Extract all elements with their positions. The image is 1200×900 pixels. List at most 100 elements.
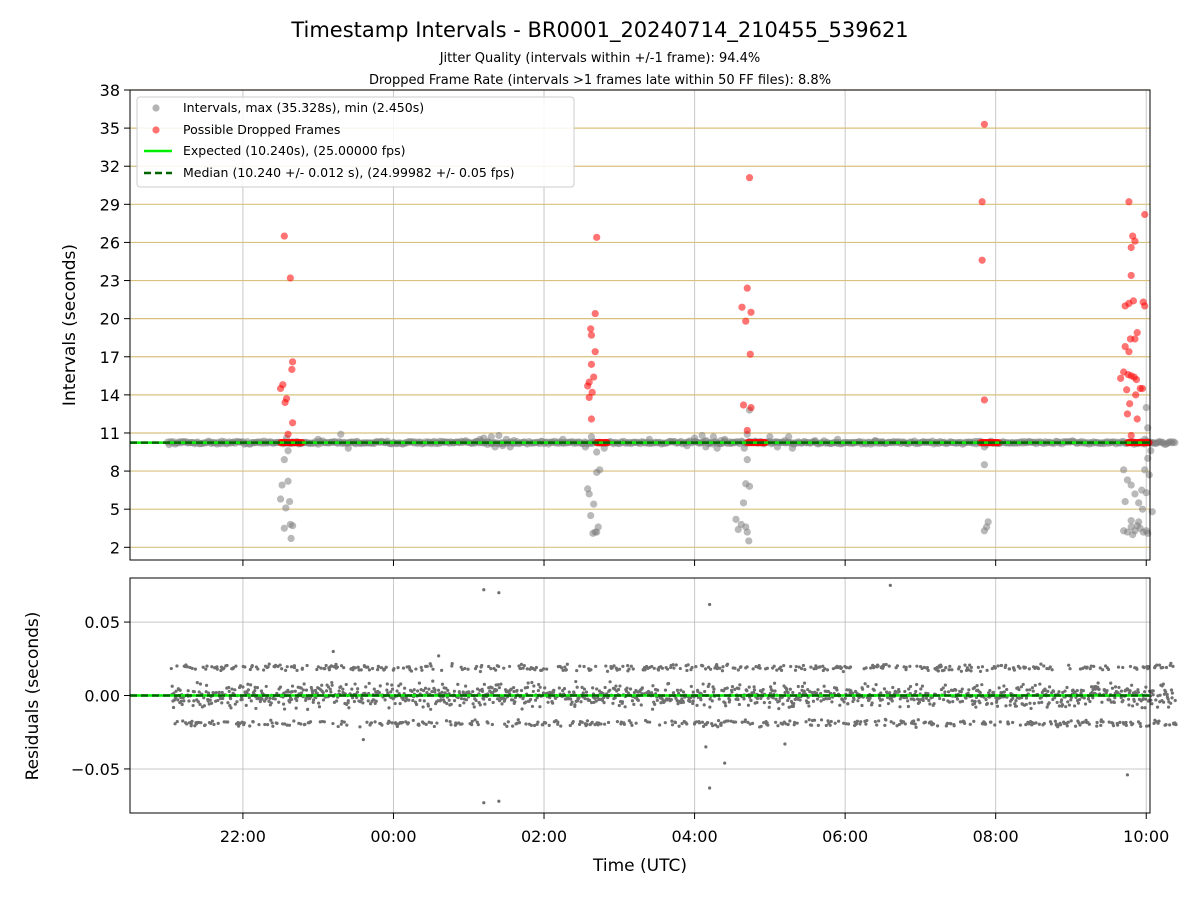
residual-point bbox=[475, 687, 480, 691]
residual-point bbox=[1164, 665, 1169, 670]
residual-point bbox=[346, 699, 350, 703]
residual-point bbox=[1119, 689, 1124, 693]
residual-point bbox=[416, 689, 420, 693]
residual-point bbox=[669, 698, 673, 702]
residual-point bbox=[543, 686, 547, 690]
residual-point bbox=[226, 720, 230, 724]
residual-point bbox=[512, 689, 516, 694]
dropped-frame-point bbox=[743, 426, 751, 435]
residual-point bbox=[689, 684, 693, 689]
residual-point bbox=[670, 723, 675, 727]
residual-point bbox=[699, 698, 703, 702]
residual-point bbox=[725, 662, 730, 666]
residual-point bbox=[440, 690, 444, 694]
dropped-frame-point bbox=[742, 317, 750, 325]
residual-point bbox=[509, 687, 513, 691]
residual-point bbox=[241, 685, 245, 689]
residual-point bbox=[1033, 683, 1037, 687]
residual-point bbox=[723, 761, 727, 765]
residual-point bbox=[883, 723, 887, 727]
interval-point bbox=[1138, 505, 1147, 513]
residual-point bbox=[419, 688, 423, 692]
residual-point bbox=[246, 688, 250, 692]
interval-point bbox=[740, 444, 748, 452]
legend-marker-dropped bbox=[152, 126, 160, 134]
residual-point bbox=[1165, 693, 1169, 697]
residual-point bbox=[601, 696, 606, 700]
residual-point bbox=[314, 695, 318, 700]
residual-point bbox=[173, 722, 177, 726]
residual-point bbox=[1013, 702, 1017, 706]
chart-subtitle-line-1: Jitter Quality (intervals within +/-1 fr… bbox=[439, 51, 761, 66]
interval-point bbox=[344, 444, 352, 452]
residual-point bbox=[1087, 722, 1091, 726]
residual-point bbox=[299, 722, 303, 726]
residual-point bbox=[709, 667, 713, 671]
residual-point bbox=[1020, 696, 1024, 700]
residual-point bbox=[515, 688, 519, 693]
residual-point bbox=[960, 699, 965, 703]
residual-point bbox=[1081, 689, 1085, 693]
residual-point bbox=[996, 664, 1000, 668]
residual-point bbox=[392, 667, 396, 671]
residual-point bbox=[568, 723, 572, 728]
residual-point bbox=[924, 696, 929, 700]
residual-point bbox=[432, 724, 436, 729]
residual-point bbox=[526, 681, 530, 685]
residual-point bbox=[536, 720, 540, 724]
residual-point bbox=[1036, 667, 1040, 671]
residual-point bbox=[1142, 665, 1146, 670]
residual-point bbox=[829, 719, 833, 724]
interval-point bbox=[980, 461, 988, 469]
residual-point bbox=[846, 702, 850, 706]
dropped-frame-point bbox=[584, 382, 592, 390]
residual-point bbox=[462, 701, 466, 705]
residual-point bbox=[1073, 724, 1078, 728]
residual-point bbox=[205, 664, 209, 668]
interval-point bbox=[280, 524, 288, 532]
residual-point bbox=[819, 699, 823, 703]
residual-point bbox=[1006, 722, 1011, 726]
residual-point bbox=[866, 684, 870, 688]
residual-point bbox=[611, 701, 615, 705]
residual-point bbox=[895, 664, 900, 668]
residual-point bbox=[639, 703, 643, 707]
residual-point bbox=[452, 689, 456, 693]
residual-point bbox=[486, 721, 490, 725]
residual-point bbox=[401, 666, 406, 670]
residual-point bbox=[1140, 706, 1144, 710]
residual-point bbox=[887, 691, 892, 695]
residual-point bbox=[694, 665, 698, 669]
residual-point bbox=[192, 690, 196, 694]
residual-point bbox=[448, 720, 452, 724]
legend-label-median: Median (10.240 +/- 0.012 s), (24.99982 +… bbox=[183, 165, 514, 180]
residual-point bbox=[674, 663, 678, 667]
residual-point bbox=[490, 686, 494, 690]
residual-point bbox=[777, 699, 781, 703]
residual-point bbox=[754, 664, 758, 669]
residual-point bbox=[309, 685, 313, 690]
residual-point bbox=[800, 666, 804, 671]
residual-point bbox=[1031, 689, 1035, 693]
residual-point bbox=[1053, 719, 1057, 723]
residual-point bbox=[525, 685, 530, 689]
residual-point bbox=[1002, 690, 1006, 694]
residual-point bbox=[742, 697, 746, 701]
residual-point bbox=[970, 699, 974, 703]
residual-point bbox=[221, 696, 225, 701]
residual-point bbox=[842, 721, 846, 725]
residual-point bbox=[295, 668, 299, 672]
residual-point bbox=[561, 668, 565, 672]
residual-point bbox=[973, 685, 977, 690]
residual-point bbox=[618, 684, 622, 688]
residual-point bbox=[535, 696, 539, 700]
residual-point bbox=[421, 705, 425, 709]
residual-point bbox=[431, 667, 435, 671]
residual-point bbox=[460, 722, 464, 726]
residual-point bbox=[958, 720, 963, 724]
residual-point bbox=[1051, 689, 1056, 694]
interval-point bbox=[1127, 481, 1135, 489]
residual-point bbox=[993, 723, 997, 727]
residual-point bbox=[925, 665, 929, 670]
residual-point bbox=[444, 719, 449, 723]
